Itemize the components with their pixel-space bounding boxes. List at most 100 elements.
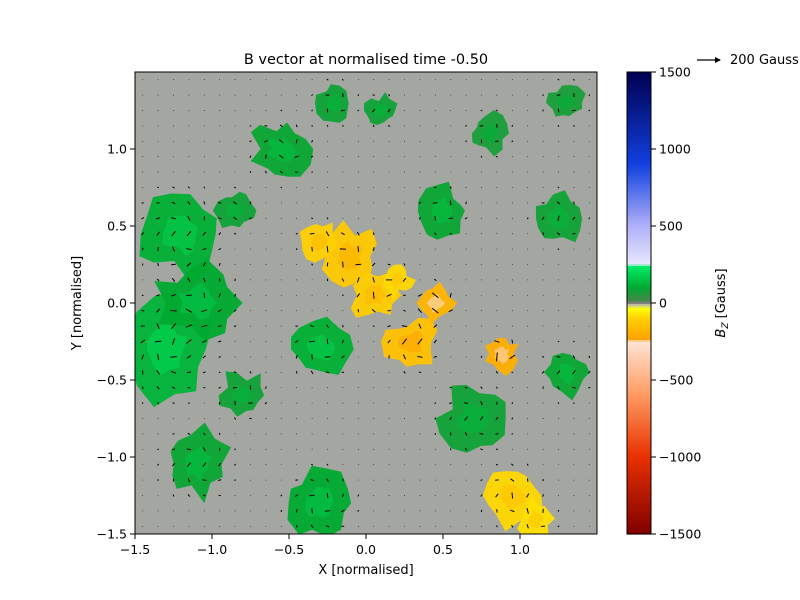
bz-region-negative — [517, 496, 555, 534]
vector-arrow — [265, 170, 267, 174]
colorbar-segment — [627, 80, 651, 83]
vector-arrow — [263, 140, 268, 143]
vector-arrow — [186, 462, 191, 468]
vector-arrow — [588, 109, 591, 112]
vector-arrow — [511, 339, 514, 344]
vector-arrow — [510, 478, 515, 482]
colorbar-segment — [627, 252, 651, 255]
vector-arrow — [278, 139, 284, 144]
colorbar-segment — [627, 142, 651, 145]
colorbar-segment — [627, 528, 651, 531]
vector-arrow — [279, 124, 283, 128]
vector-arrow — [294, 494, 299, 497]
vector-arrow — [219, 186, 221, 189]
y-tick-label: −1.0 — [97, 450, 127, 465]
colorbar-segment — [627, 160, 651, 163]
vector-arrow — [218, 232, 222, 236]
vector-arrow — [357, 125, 359, 127]
vector-arrow — [341, 125, 344, 127]
vector-arrow — [557, 248, 560, 251]
vector-arrow — [326, 124, 329, 127]
vector-arrow — [556, 356, 561, 358]
colorbar-segment — [627, 340, 651, 343]
colorbar-segment — [627, 214, 651, 217]
vector-arrow — [170, 370, 177, 374]
colorbar-segment — [627, 274, 651, 277]
x-axis: −1.5 −1.0 −0.5 0.0 0.5 1.0 — [120, 534, 530, 557]
bz-region-negative — [485, 337, 519, 376]
colorbar-segment — [627, 86, 651, 89]
colorbar-segment — [627, 232, 651, 235]
vector-arrow — [249, 140, 252, 143]
vector-arrow — [572, 78, 575, 81]
bz-region-positive — [546, 85, 586, 117]
vector-arrow — [187, 494, 191, 497]
vector-arrow — [341, 509, 345, 513]
vector-arrow — [371, 262, 376, 267]
vector-arrow — [280, 186, 283, 189]
colorbar-segment — [627, 302, 651, 305]
colorbar-segment — [627, 236, 651, 239]
vector-arrow — [324, 510, 331, 512]
vector-arrow — [203, 432, 206, 436]
colorbar-segment — [627, 238, 651, 241]
vector-arrow — [233, 309, 237, 312]
colorbar-segment — [627, 260, 651, 263]
colorbar-segment — [627, 114, 651, 117]
vector-arrow — [326, 338, 329, 345]
vector-arrow — [357, 94, 360, 97]
vector-arrow — [372, 247, 375, 252]
vector-arrow — [511, 417, 514, 420]
colorbar-segment — [627, 276, 651, 279]
vector-arrow — [372, 124, 375, 128]
vector-arrow — [556, 232, 561, 236]
colorbar-segment — [627, 246, 651, 249]
vector-arrow — [450, 510, 452, 512]
colorbar-segment — [627, 514, 651, 517]
colorbar-segment — [627, 346, 651, 349]
vector-arrow — [233, 293, 237, 297]
vector-arrow — [588, 386, 591, 389]
colorbar-segment — [627, 96, 651, 99]
colorbar-segment — [627, 312, 651, 315]
colorbar-segment — [627, 318, 651, 321]
colorbar-label-sub: Z — [721, 322, 731, 330]
vector-arrow — [202, 355, 207, 359]
vector-arrow — [403, 94, 406, 96]
colorbar-segment — [627, 460, 651, 463]
vector-arrow — [157, 448, 160, 451]
vector-arrow — [401, 338, 408, 345]
vector-arrow — [557, 525, 560, 528]
vector-arrow — [310, 463, 314, 466]
colorbar-segment — [627, 316, 651, 319]
colorbar-segment — [627, 522, 651, 525]
colorbar-segment — [627, 466, 651, 469]
colorbar-segment — [627, 354, 651, 357]
vector-arrow — [142, 156, 144, 158]
colorbar-segment — [627, 506, 651, 509]
vector-arrow — [356, 277, 360, 283]
x-tick-label: −0.5 — [274, 542, 304, 557]
vector-arrow — [403, 479, 406, 481]
colorbar-segment — [627, 188, 651, 191]
colorbar-tick-label: 1500 — [659, 65, 691, 80]
bz-region-positive — [315, 84, 349, 123]
vector-arrow — [373, 417, 375, 420]
vector-arrow — [449, 232, 453, 235]
vector-arrow — [357, 509, 360, 512]
colorbar-segment — [627, 144, 651, 147]
vector-arrow — [419, 79, 421, 81]
vector-arrow — [309, 340, 315, 343]
colorbar-segment — [627, 186, 651, 189]
vector-arrow — [218, 340, 222, 343]
colorbar-segment — [627, 230, 651, 233]
vector-arrow — [356, 231, 360, 236]
vector-arrow — [278, 154, 284, 159]
vector-arrow — [464, 447, 468, 451]
vector-arrow — [557, 124, 560, 127]
colorbar-segment — [627, 150, 651, 153]
colorbar-segment — [627, 262, 651, 265]
vector-arrow — [296, 79, 298, 81]
colorbar-segment — [627, 170, 651, 173]
colorbar-segment — [627, 368, 651, 371]
